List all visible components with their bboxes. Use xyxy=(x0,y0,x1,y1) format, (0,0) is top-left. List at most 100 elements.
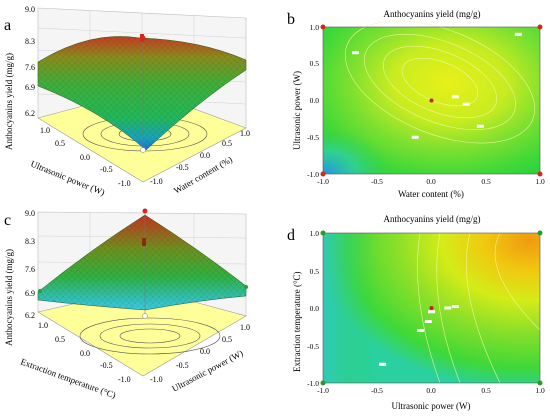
y-tick: -0.5 xyxy=(307,133,319,142)
x-tick: 0.0 xyxy=(426,386,436,395)
floor-marker xyxy=(140,147,146,153)
z-tick: 8.3 xyxy=(25,37,35,46)
corner-markers xyxy=(320,24,543,177)
design-point xyxy=(444,306,452,310)
design-point xyxy=(428,310,435,314)
edge-marker xyxy=(244,285,248,289)
x-tick: 1.0 xyxy=(240,323,250,332)
y-tick: 0.0 xyxy=(310,304,320,313)
design-points xyxy=(352,32,522,139)
y-ticks: 1.0 0.5 0.0 -0.5 -1.0 xyxy=(307,229,319,388)
z-axis-label: Anthocyanins yield (mg/g) xyxy=(4,53,14,150)
z-tick: 6.2 xyxy=(25,109,35,118)
plot-frame xyxy=(322,26,541,175)
z-tick: 6.9 xyxy=(25,83,35,92)
x-axis-label: Water content (%) xyxy=(398,189,464,199)
design-point xyxy=(451,305,459,308)
y-axis-label: Ultrasonic power (W) xyxy=(292,71,302,150)
y-ticks: 1.0 0.5 0.0 -0.5 -1.0 xyxy=(307,23,319,179)
optimum-point xyxy=(429,306,434,310)
y-tick: -1.0 xyxy=(307,170,319,179)
design-points xyxy=(379,305,459,366)
y-tick: -1.0 xyxy=(307,379,319,388)
x-tick: 0.5 xyxy=(222,335,232,344)
x-tick: 1.0 xyxy=(535,177,545,186)
z-ticks: 9.0 8.3 7.6 6.9 6.2 xyxy=(25,209,35,320)
x-tick: 0.5 xyxy=(222,139,232,148)
design-point xyxy=(411,135,419,139)
contour-lines xyxy=(417,232,541,384)
z-tick: 6.2 xyxy=(25,311,35,320)
floor-contours xyxy=(79,317,221,355)
peak-marker xyxy=(140,34,144,42)
floor-marker xyxy=(142,313,148,319)
design-point xyxy=(352,51,360,55)
chart-title: Anthocyanins yield (mg/g) xyxy=(384,214,481,224)
y-tick: -0.5 xyxy=(307,342,319,351)
corner-markers xyxy=(320,230,543,386)
panel-letter: d xyxy=(287,227,295,244)
y-tick: 0.5 xyxy=(310,267,320,276)
z-tick: 9.0 xyxy=(25,209,35,218)
z-tick: 8.3 xyxy=(25,237,35,246)
panel-letter: c xyxy=(4,212,11,229)
z-tick: 6.9 xyxy=(25,289,35,298)
z-axis-label: Anthocyanins yield (mg/g) xyxy=(4,249,14,346)
y-tick: 1.0 xyxy=(40,126,50,135)
x-tick: -0.5 xyxy=(176,361,189,370)
x-ticks: -1.0 -0.5 0.0 0.5 1.0 xyxy=(150,323,250,384)
y-tick: -1.0 xyxy=(118,179,131,188)
z-tick: 7.6 xyxy=(25,265,35,274)
y-tick: 0.5 xyxy=(55,335,65,344)
peak-marker xyxy=(142,208,148,214)
x-tick: -1.0 xyxy=(150,177,163,186)
x-tick: 0.5 xyxy=(481,386,491,395)
design-point xyxy=(424,320,432,323)
z-tick: 7.6 xyxy=(25,63,35,72)
design-point xyxy=(379,362,387,366)
design-point xyxy=(451,95,459,99)
x-tick: 0.0 xyxy=(200,347,210,356)
panel-d: d Anthocyanins yield (mg/g) 1.0 0.5 0.0 … xyxy=(287,214,545,411)
design-point xyxy=(476,124,484,128)
edge-marker xyxy=(38,289,42,293)
x-tick: -0.5 xyxy=(176,163,189,172)
y-tick: 0.0 xyxy=(80,349,90,358)
panel-b: b Anthocyanins yield (mg/g) 1.0 0.5 0.0 … xyxy=(287,9,545,199)
x-tick: 0.5 xyxy=(481,177,491,186)
y-axis-label: Extraction temperature (°C) xyxy=(292,271,302,372)
y-tick: 1.0 xyxy=(38,321,48,330)
x-tick: 0.0 xyxy=(200,151,210,160)
x-tick: 1.0 xyxy=(535,386,545,395)
y-tick: -0.5 xyxy=(100,165,113,174)
y-axis-label: Ultrasonic power (W) xyxy=(29,159,106,198)
x-axis-label: Ultrasonic power (W) xyxy=(392,401,471,411)
x-ticks: -1.0 -0.5 0.0 0.5 1.0 xyxy=(150,129,250,186)
plot-frame xyxy=(322,232,541,384)
panel-letter: b xyxy=(287,11,295,28)
y-tick: 0.0 xyxy=(80,153,90,162)
optimum-point xyxy=(429,98,434,103)
surface-mesh xyxy=(38,215,246,310)
panel-c: c 9.0 8.3 7.6 6.9 6.2 Anthocyanins yield… xyxy=(4,208,250,400)
y-tick: 1.0 xyxy=(310,23,320,32)
y-tick: 1.0 xyxy=(310,229,320,238)
chart-title: Anthocyanins yield (mg/g) xyxy=(384,9,481,19)
z-tick: 9.0 xyxy=(25,5,35,14)
peak-marker xyxy=(142,238,146,246)
y-ticks: 1.0 0.5 0.0 -0.5 -1.0 xyxy=(40,126,131,188)
x-tick: -1.0 xyxy=(317,386,329,395)
panel-letter: a xyxy=(4,17,11,34)
design-point xyxy=(462,102,470,106)
x-tick: 1.0 xyxy=(240,129,250,138)
y-tick: -0.5 xyxy=(100,361,113,370)
x-ticks: -1.0 -0.5 0.0 0.5 1.0 xyxy=(317,386,545,395)
panel-a: a 9.0 8.3 7.6 6.9 6.2 Anthocyanins xyxy=(4,5,250,197)
x-tick: -0.5 xyxy=(371,386,383,395)
surface-mesh xyxy=(38,36,246,150)
y-tick: 0.0 xyxy=(310,96,320,105)
design-point xyxy=(514,32,522,36)
x-tick: -1.0 xyxy=(317,177,329,186)
design-point xyxy=(417,329,425,332)
